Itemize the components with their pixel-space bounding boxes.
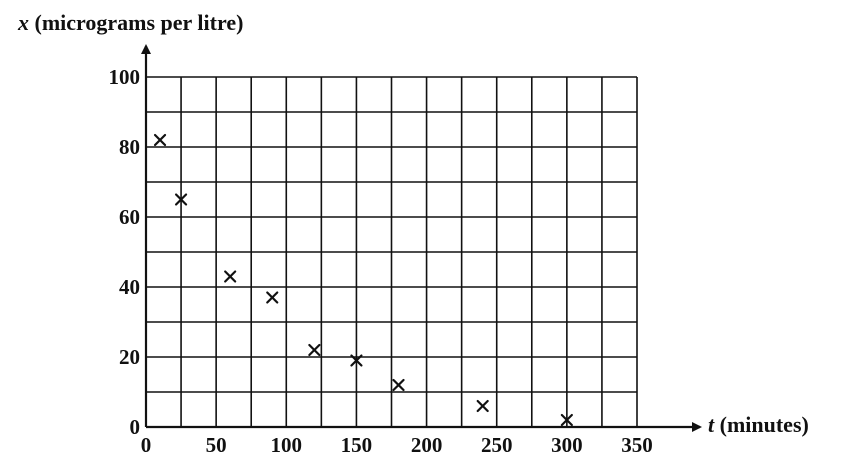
data-point-marker — [476, 399, 489, 413]
y-axis-label: x (micrograms per litre) — [17, 10, 243, 35]
x-tick-label: 350 — [621, 433, 653, 457]
x-tick-label: 200 — [411, 433, 443, 457]
x-tick-label: 250 — [481, 433, 513, 457]
y-tick-label: 80 — [119, 135, 140, 159]
data-point-marker — [153, 133, 167, 147]
y-tick-label: 0 — [130, 415, 141, 439]
y-tick-label: 20 — [119, 345, 140, 369]
axes — [141, 44, 702, 432]
x-axis-label: t (minutes) — [708, 412, 809, 437]
y-axis-variable: x — [17, 10, 29, 35]
x-axis-variable: t — [708, 412, 715, 437]
x-tick-label: 150 — [341, 433, 373, 457]
data-point-marker — [266, 291, 279, 304]
x-tick-label: 300 — [551, 433, 583, 457]
y-tick-label: 60 — [119, 205, 140, 229]
data-point-marker — [308, 343, 321, 357]
y-tick-label: 40 — [119, 275, 140, 299]
data-point-marker — [392, 378, 405, 392]
x-axis-label-text: (minutes) — [714, 412, 809, 437]
x-tick-label: 100 — [271, 433, 303, 457]
data-point-marker — [560, 413, 573, 427]
data-point-marker — [350, 354, 363, 367]
grid — [145, 76, 638, 428]
x-tick-label: 0 — [141, 433, 152, 457]
y-tick-label: 100 — [109, 65, 141, 89]
data-point-marker — [174, 193, 188, 206]
tick-labels: 0 50 100 150 200 250 300 350 0 20 40 60 80 100 — [109, 65, 653, 457]
data-point-marker — [224, 270, 237, 283]
y-axis-label-text: (micrograms per litre) — [29, 10, 243, 35]
x-tick-label: 50 — [206, 433, 227, 457]
data-points — [153, 133, 573, 427]
